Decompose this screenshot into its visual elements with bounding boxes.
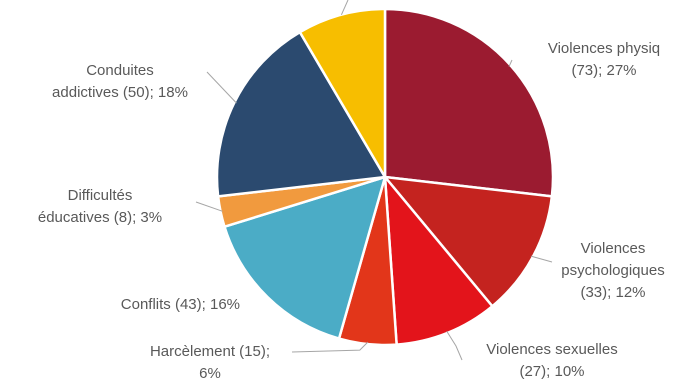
pie-slice-conflits — [223, 175, 387, 340]
leader-line — [291, 341, 369, 353]
label-conduites-addictives: Conduites addictives (50); 18% — [52, 62, 188, 101]
label-violences-physiques: Violences physiq (73); 27% — [547, 40, 661, 79]
leader-line — [508, 59, 513, 67]
label-violences-psychologiques: Violences psychologiques (33); 12% — [561, 240, 665, 301]
leader-line — [446, 330, 463, 361]
label-violences-sexuelles: Violences sexuelles (27); 10% — [486, 341, 618, 380]
pie-slice-unlabeled — [298, 7, 387, 179]
label-conflits: Conflits (43); 16% — [120, 296, 240, 313]
label-harcelement: Harcèlement (15); 6% — [149, 343, 271, 382]
leader-line — [206, 71, 237, 104]
label-difficultes-educatives: Difficultés éducatives (8); 3% — [37, 187, 163, 226]
leader-line — [195, 201, 223, 212]
leader-line — [340, 0, 349, 16]
pie-slice-violences-physiq — [383, 7, 555, 198]
leader-line — [530, 255, 553, 263]
pie-slice-conduites-addictives — [215, 30, 387, 198]
